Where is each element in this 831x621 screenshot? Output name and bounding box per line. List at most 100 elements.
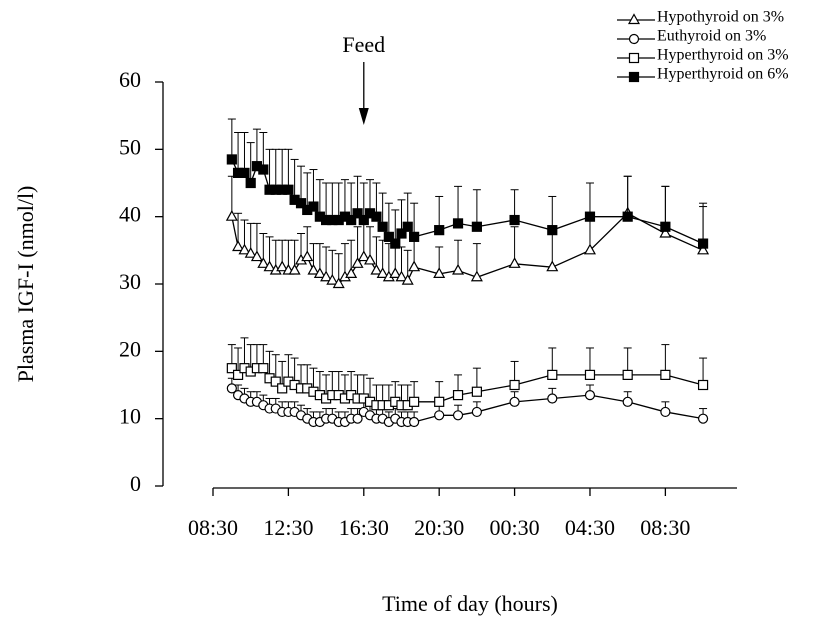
marker bbox=[583, 243, 596, 255]
marker bbox=[363, 253, 377, 265]
marker bbox=[452, 410, 464, 421]
marker bbox=[226, 363, 237, 374]
marker bbox=[509, 396, 520, 407]
marker bbox=[370, 263, 383, 275]
y-tick-label: 60 bbox=[119, 67, 141, 92]
y-tick-label: 0 bbox=[130, 471, 141, 496]
marker bbox=[226, 383, 237, 394]
marker bbox=[308, 201, 319, 212]
marker bbox=[659, 226, 672, 238]
y-tick-label: 10 bbox=[119, 404, 141, 429]
x-axis-title: Time of day (hours) bbox=[382, 591, 558, 616]
legend-label: Hyperthyroid on 6% bbox=[657, 66, 789, 83]
marker bbox=[244, 246, 257, 258]
series-line bbox=[231, 212, 704, 285]
marker bbox=[263, 260, 276, 272]
x-tick-label: 08:30 bbox=[640, 515, 690, 540]
marker bbox=[434, 410, 445, 421]
marker bbox=[313, 267, 326, 278]
marker bbox=[434, 396, 445, 407]
marker bbox=[452, 390, 464, 401]
marker bbox=[258, 363, 269, 374]
marker bbox=[433, 267, 446, 278]
marker bbox=[509, 214, 520, 226]
marker bbox=[395, 270, 408, 282]
marker bbox=[383, 231, 394, 242]
x-tick-label: 16:30 bbox=[339, 515, 389, 540]
marker bbox=[470, 270, 483, 282]
marker bbox=[471, 386, 482, 397]
marker bbox=[697, 238, 709, 249]
legend-label: Hypothyroid on 3% bbox=[657, 9, 784, 26]
x-tick-label: 20:30 bbox=[414, 515, 464, 540]
marker bbox=[547, 369, 558, 380]
marker bbox=[257, 257, 270, 268]
legend-marker bbox=[627, 13, 641, 25]
y-tick-label: 30 bbox=[119, 269, 141, 294]
annotation-arrowhead bbox=[358, 108, 369, 125]
marker bbox=[660, 221, 671, 232]
annotation-text: Feed bbox=[342, 32, 385, 57]
x-tick-label: 12:30 bbox=[263, 515, 313, 540]
marker bbox=[660, 406, 671, 418]
marker bbox=[238, 243, 251, 255]
marker bbox=[584, 369, 596, 380]
legend-label: Hyperthyroid on 3% bbox=[657, 47, 789, 64]
marker bbox=[376, 267, 389, 278]
marker bbox=[547, 393, 558, 404]
marker bbox=[471, 221, 482, 232]
marker bbox=[471, 406, 482, 418]
marker bbox=[288, 263, 301, 275]
marker bbox=[452, 218, 464, 229]
marker bbox=[232, 240, 245, 252]
marker bbox=[358, 214, 369, 226]
marker bbox=[389, 267, 402, 278]
marker bbox=[258, 164, 269, 175]
legend-marker bbox=[628, 71, 640, 83]
marker bbox=[377, 221, 388, 232]
marker bbox=[584, 390, 596, 401]
x-tick-label: 04:30 bbox=[565, 515, 615, 540]
marker bbox=[307, 263, 320, 275]
marker bbox=[396, 228, 407, 239]
marker bbox=[584, 211, 596, 222]
marker bbox=[277, 383, 288, 394]
marker bbox=[232, 369, 244, 380]
marker bbox=[546, 260, 559, 272]
x-tick-label: 00:30 bbox=[490, 515, 540, 540]
marker bbox=[508, 257, 521, 268]
marker bbox=[409, 231, 420, 242]
marker bbox=[660, 369, 671, 380]
marker bbox=[509, 379, 520, 391]
marker bbox=[409, 396, 420, 407]
marker bbox=[452, 263, 465, 275]
marker bbox=[326, 273, 339, 285]
legend-label: Euthyroid on 3% bbox=[657, 28, 766, 45]
marker bbox=[351, 257, 364, 268]
marker bbox=[270, 376, 281, 387]
marker bbox=[434, 225, 445, 236]
marker bbox=[409, 416, 420, 428]
marker bbox=[622, 211, 633, 222]
marker bbox=[301, 250, 314, 262]
marker bbox=[408, 260, 421, 272]
marker bbox=[697, 379, 709, 391]
x-tick-label: 08:30 bbox=[188, 515, 238, 540]
marker bbox=[697, 413, 709, 424]
marker bbox=[225, 209, 238, 221]
marker bbox=[697, 243, 710, 255]
marker bbox=[371, 211, 382, 222]
marker bbox=[250, 250, 263, 262]
marker bbox=[320, 270, 333, 282]
y-tick-label: 40 bbox=[119, 202, 141, 227]
marker bbox=[276, 260, 289, 272]
marker bbox=[352, 208, 363, 219]
marker bbox=[346, 214, 357, 226]
marker bbox=[352, 413, 363, 424]
marker bbox=[239, 167, 250, 178]
legend-marker bbox=[628, 52, 640, 64]
marker bbox=[226, 154, 237, 165]
marker bbox=[332, 277, 345, 289]
marker bbox=[622, 369, 633, 380]
